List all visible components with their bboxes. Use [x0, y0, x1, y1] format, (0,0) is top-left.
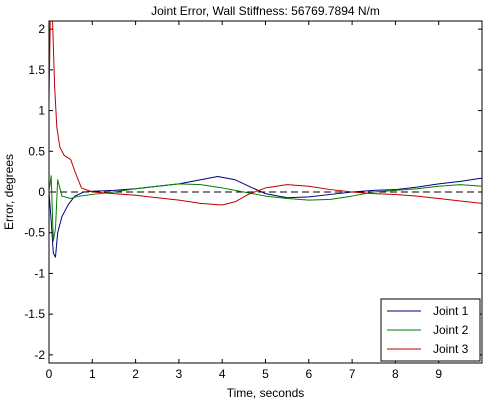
x-tick-label: 8 [392, 367, 399, 381]
legend: Joint 1 Joint 2 Joint 3 [380, 298, 481, 362]
y-tick-label: 0.5 [28, 144, 45, 158]
x-tick-label: 3 [176, 367, 183, 381]
y-tick-label: 1 [38, 104, 45, 118]
series-group [49, 21, 482, 258]
x-tick-label: 9 [435, 367, 442, 381]
y-tick-label: -0.5 [24, 226, 45, 240]
y-axis-label: Error, degrees [2, 154, 16, 230]
y-tick-label: 2 [38, 22, 45, 36]
x-tick-label: 1 [89, 367, 96, 381]
y-tick-label: 1.5 [28, 63, 45, 77]
x-tick-label: 4 [219, 367, 226, 381]
x-axis-label: Time, seconds [227, 386, 305, 400]
y-tick-label: 0 [38, 185, 45, 199]
y-tick-label: -2 [34, 348, 45, 362]
legend-label-joint-1: Joint 1 [433, 304, 469, 318]
legend-label-joint-3: Joint 3 [433, 342, 469, 356]
x-tick-label: 5 [262, 367, 269, 381]
x-tick-label: 6 [305, 367, 312, 381]
x-tick-label: 7 [349, 367, 356, 381]
x-tick-label: 0 [46, 367, 53, 381]
series-line-joint-3 [49, 21, 482, 206]
series-line-joint-2 [49, 175, 482, 242]
chart-title: Joint Error, Wall Stiffness: 56769.7894 … [151, 4, 380, 18]
y-tick-label: -1.5 [24, 307, 45, 321]
y-tick-label: -1 [34, 266, 45, 280]
legend-label-joint-2: Joint 2 [433, 323, 469, 337]
series-line-joint-1 [49, 176, 482, 258]
x-tick-label: 2 [132, 367, 139, 381]
